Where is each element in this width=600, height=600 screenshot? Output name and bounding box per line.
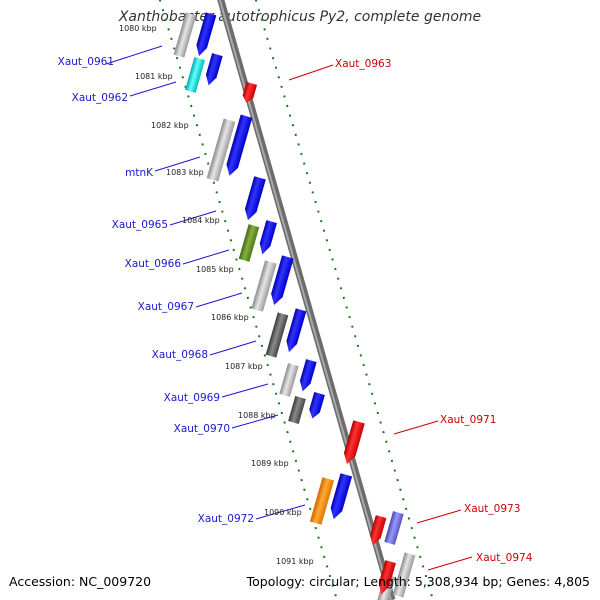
leader-xaut-0966 [182,249,230,265]
leader-xaut-0969 [221,383,269,398]
rna-olive-feature[interactable] [238,224,260,262]
cds-rev-feature[interactable] [368,515,387,547]
cds-fwd-feature[interactable] [242,176,266,222]
cds-fwd-feature[interactable] [257,220,277,256]
kbp-label: 1089 kbp [251,459,289,468]
rna-dark-feature[interactable] [288,395,306,425]
rna-purple-feature[interactable] [384,511,404,545]
leader-xaut-0968 [209,340,257,356]
kbp-label: 1081 kbp [135,72,173,81]
leader-xaut-0972 [255,504,306,520]
rna-orange-feature[interactable] [309,477,335,525]
gene-label-xaut-0971[interactable]: Xaut_0971 [440,414,496,426]
gene-label-xaut-0967[interactable]: Xaut_0967 [138,301,194,313]
leader-xaut-0974 [427,556,473,571]
label-leaders [105,45,473,571]
cds-rev-feature[interactable] [241,81,258,104]
cds-fwd-feature[interactable] [328,473,353,521]
leader-mtnk [154,156,201,172]
kbp-label: 1082 kbp [151,121,189,130]
kbp-label: 1090 kbp [264,508,302,517]
gene-label-xaut-0969[interactable]: Xaut_0969 [164,392,220,404]
kbp-tick-labels: 1080 kbp 1081 kbp 1082 kbp 1083 kbp 1084… [119,24,314,566]
cds-rev-feature[interactable] [341,420,365,466]
gene-labels-reverse: Xaut_0963 Xaut_0971 Xaut_0973 Xaut_0974 [335,58,533,564]
gene-label-xaut-0968[interactable]: Xaut_0968 [152,349,208,361]
genome-stats: Topology: circular; Length: 5,308,934 bp… [246,574,590,589]
gene-label-xaut-0963[interactable]: Xaut_0963 [335,58,391,70]
leader-xaut-0970 [231,414,279,429]
rna-grey-feature[interactable] [251,260,277,312]
cds-fwd-feature[interactable] [307,391,325,420]
leader-xaut-0967 [195,292,243,308]
kbp-label: 1080 kbp [119,24,157,33]
gene-label-xaut-0972[interactable]: Xaut_0972 [198,513,254,525]
gene-label-xaut-0973[interactable]: Xaut_0973 [464,503,520,515]
kbp-label: 1088 kbp [238,411,276,420]
leader-xaut-0973 [416,509,462,524]
kbp-label: 1083 kbp [166,168,204,177]
leader-xaut-0962 [129,81,177,97]
gene-label-xaut-0962[interactable]: Xaut_0962 [72,92,128,104]
gene-labels-forward: Xaut_0961 Xaut_0962 mtnK Xaut_0965 Xaut_… [58,56,254,525]
rna-grey-feature[interactable] [173,12,197,58]
leader-xaut-0971 [393,420,439,435]
genome-backbone [217,0,396,600]
kbp-label: 1087 kbp [225,362,263,371]
leader-xaut-0961 [105,45,163,65]
rna-grey-feature[interactable] [376,574,396,600]
gene-label-mtnk[interactable]: mtnK [125,167,154,179]
kbp-label: 1085 kbp [196,265,234,274]
gene-label-xaut-0970[interactable]: Xaut_0970 [174,423,230,435]
cds-fwd-feature[interactable] [284,308,307,353]
cds-fwd-feature[interactable] [203,53,223,87]
cds-rev-feature[interactable] [376,560,396,596]
cds-fwd-feature[interactable] [224,114,253,178]
tick-ring-left [158,0,338,600]
cds-fwd-feature[interactable] [297,359,317,393]
gene-label-xaut-0974[interactable]: Xaut_0974 [476,552,533,564]
gene-features [173,12,416,600]
gene-label-xaut-0966[interactable]: Xaut_0966 [125,258,182,270]
kbp-label: 1086 kbp [211,313,249,322]
kbp-label: 1084 kbp [182,216,220,225]
leader-xaut-0965 [169,210,217,226]
rna-dark-feature[interactable] [265,312,289,358]
rna-grey-feature[interactable] [206,118,236,182]
leader-xaut-0963 [288,64,334,81]
gene-label-xaut-0965[interactable]: Xaut_0965 [112,219,168,231]
tick-ring-right [254,0,434,600]
gene-label-xaut-0961[interactable]: Xaut_0961 [58,56,114,68]
rna-grey-feature[interactable] [392,552,416,598]
accession-info: Accession: NC_009720 [9,574,152,589]
cds-fwd-feature[interactable] [194,12,217,57]
rna-grey-feature[interactable] [279,363,299,397]
rna-cyan-feature[interactable] [185,57,205,93]
cds-fwd-feature[interactable] [268,255,294,306]
kbp-label: 1091 kbp [276,557,314,566]
